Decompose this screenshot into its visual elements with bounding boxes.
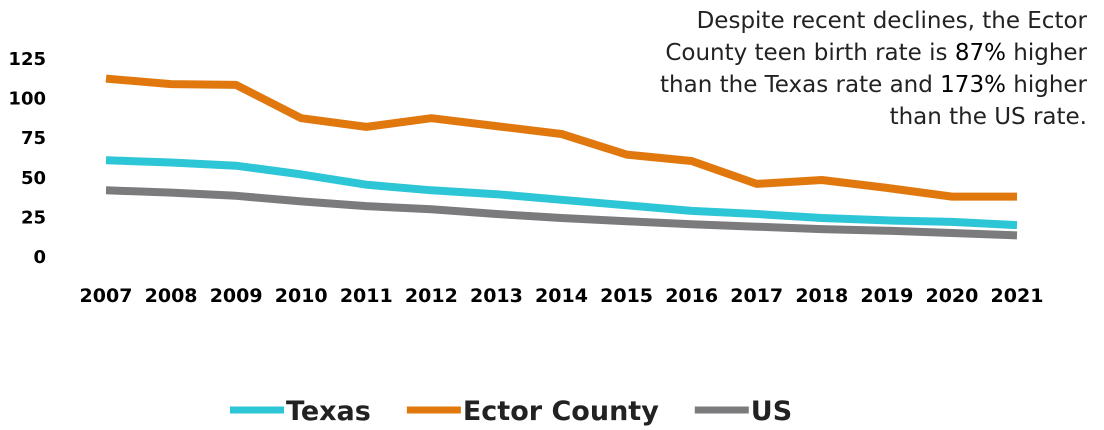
x-tick-label: 2012 [405,285,458,307]
annotation-text: than the Texas rate and [660,72,940,98]
x-axis: 2007 2008 2009 2010 2011 2012 2013 2014 2015 2016… [80,285,1044,307]
annotation-line: County teen birth rate is 87% higher [665,40,1087,66]
x-tick-label: 2020 [925,285,978,307]
annotation-highlight: 87% [955,40,1006,66]
x-tick-label: 2007 [80,285,133,307]
y-tick-label: 100 [8,89,46,110]
x-tick-label: 2015 [600,285,653,307]
y-axis: 0 25 50 75 100 125 [8,49,46,268]
x-tick-label: 2009 [210,285,263,307]
x-tick-label: 2011 [340,285,393,307]
series-line-ector-county [105,74,1017,201]
legend-label-ector-county: Ector County [463,396,659,427]
legend-label-texas: Texas [286,396,371,427]
x-tick-label: 2010 [275,285,328,307]
annotation-text: higher [1006,40,1088,66]
y-tick-label: 50 [21,168,46,189]
annotation-highlight: 173% [940,72,1006,98]
x-tick-label: 2008 [145,285,198,307]
series-line-us [105,186,1018,240]
series-lines [105,74,1018,240]
legend: Texas Ector County US [230,396,792,427]
legend-label-us: US [751,396,792,427]
y-tick-label: 25 [21,207,46,228]
annotation-text: than the US rate. [890,104,1087,130]
y-tick-label: 0 [33,247,46,268]
annotation-text: County teen birth rate is [665,40,955,66]
series-line-texas [105,156,1018,230]
annotation-text: Despite recent declines, the Ector [697,8,1088,34]
annotation: Despite recent declines, the Ector County… [660,8,1088,130]
x-tick-label: 2019 [860,285,913,307]
x-tick-label: 2017 [730,285,783,307]
annotation-line: than the Texas rate and 173% higher [660,72,1088,98]
annotation-text: higher [1006,72,1088,98]
y-tick-label: 125 [8,49,46,70]
annotation-line: Despite recent declines, the Ector [697,8,1088,34]
x-tick-label: 2013 [470,285,523,307]
y-tick-label: 75 [21,128,46,149]
x-tick-label: 2016 [665,285,718,307]
annotation-line: than the US rate. [890,104,1087,130]
x-tick-label: 2018 [795,285,848,307]
x-tick-label: 2014 [535,285,588,307]
x-tick-label: 2021 [991,285,1044,307]
